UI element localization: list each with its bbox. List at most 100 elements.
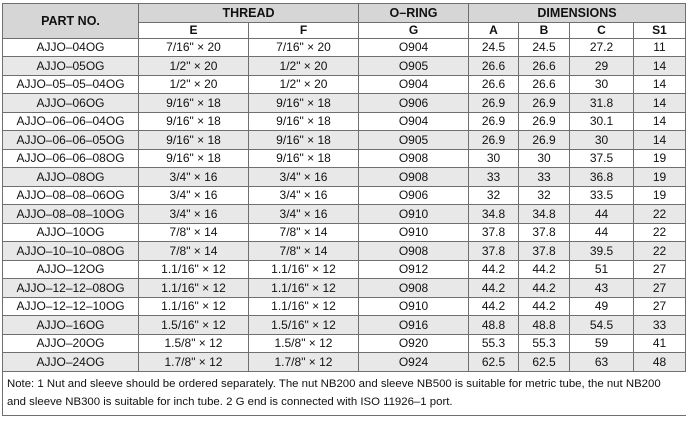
part-number-cell: AJJO–10–10–08OG xyxy=(2,241,139,261)
footnote: Note: 1 Nut and sleeve should be ordered… xyxy=(2,371,686,416)
thread-e-cell: 3/4" × 16 xyxy=(138,204,249,224)
dim-a-cell: 26.9 xyxy=(468,93,519,113)
thread-f-cell: 1.1/16" × 12 xyxy=(248,259,359,279)
table-row: AJJO–06–06–04OG 9/16" × 18 9/16" × 18 O904 2… xyxy=(2,111,686,131)
dim-b-cell: 30 xyxy=(518,148,570,168)
table-row: AJJO–20OG 1.5/8" × 12 1.5/8" × 12 O920 55.3 5… xyxy=(2,333,686,353)
thread-f-cell: 1/2" × 20 xyxy=(248,56,359,76)
table-row: AJJO–06–06–05OG 9/16" × 18 9/16" × 18 O905 2… xyxy=(2,130,686,150)
dim-s1-cell: 33 xyxy=(633,315,686,335)
dim-c-cell: 33.5 xyxy=(569,185,634,205)
dim-a-cell: 24.5 xyxy=(468,37,519,57)
dim-b-cell: 34.8 xyxy=(518,204,570,224)
dim-s1-cell: 22 xyxy=(633,241,686,261)
dimensions-header: DIMENSIONS xyxy=(468,3,686,23)
dim-b-cell: 26.9 xyxy=(518,111,570,131)
table-row: AJJO–08–08–06OG 3/4" × 16 3/4" × 16 O906 32 3… xyxy=(2,185,686,205)
table-row: AJJO–06–06–08OG 9/16" × 18 9/16" × 18 O908 3… xyxy=(2,148,686,168)
dim-a-cell: 26.6 xyxy=(468,74,519,94)
dim-c-cell: 37.5 xyxy=(569,148,634,168)
part-number-cell: AJJO–08OG xyxy=(2,167,139,187)
col-e-header: E xyxy=(138,21,249,39)
dim-s1-cell: 41 xyxy=(633,333,686,353)
dim-a-cell: 62.5 xyxy=(468,352,519,372)
table-row: AJJO–12–12–10OG 1.1/16" × 12 1.1/16" × 12 O… xyxy=(2,296,686,316)
dim-c-cell: 29 xyxy=(569,56,634,76)
dim-c-cell: 63 xyxy=(569,352,634,372)
dim-s1-cell: 14 xyxy=(633,111,686,131)
dim-s1-cell: 19 xyxy=(633,167,686,187)
part-number-cell: AJJO–05OG xyxy=(2,56,139,76)
table-row: AJJO–05–05–04OG 1/2" × 20 1/2" × 20 O904 26.… xyxy=(2,74,686,94)
oring-cell: O905 xyxy=(358,130,469,150)
thread-e-cell: 1.7/8" × 12 xyxy=(138,352,249,372)
dim-a-cell: 32 xyxy=(468,185,519,205)
oring-cell: O906 xyxy=(358,185,469,205)
dim-c-cell: 39.5 xyxy=(569,241,634,261)
thread-e-cell: 1/2" × 20 xyxy=(138,74,249,94)
oring-cell: O904 xyxy=(358,74,469,94)
dim-b-cell: 33 xyxy=(518,167,570,187)
fitting-spec-table: PART NO. THREAD O–RING DIMENSIONS E F G … xyxy=(2,3,686,372)
part-number-cell: AJJO–08–08–10OG xyxy=(2,204,139,224)
oring-cell: O908 xyxy=(358,278,469,298)
dim-a-cell: 34.8 xyxy=(468,204,519,224)
thread-f-cell: 3/4" × 16 xyxy=(248,204,359,224)
thread-e-cell: 7/16" × 20 xyxy=(138,37,249,57)
dim-a-cell: 30 xyxy=(468,148,519,168)
table-row: AJJO–16OG 1.5/16" × 12 1.5/16" × 12 O916 48.… xyxy=(2,315,686,335)
dim-a-cell: 26.9 xyxy=(468,111,519,131)
thread-e-cell: 9/16" × 18 xyxy=(138,148,249,168)
thread-e-cell: 1/2" × 20 xyxy=(138,56,249,76)
part-number-cell: AJJO–12–12–10OG xyxy=(2,296,139,316)
col-s1-header: S1 xyxy=(633,21,686,39)
thread-e-cell: 3/4" × 16 xyxy=(138,167,249,187)
dim-c-cell: 27.2 xyxy=(569,37,634,57)
dim-c-cell: 49 xyxy=(569,296,634,316)
table-row: AJJO–12–12–08OG 1.1/16" × 12 1.1/16" × 12 O… xyxy=(2,278,686,298)
part-number-cell: AJJO–06OG xyxy=(2,93,139,113)
dim-s1-cell: 22 xyxy=(633,204,686,224)
dim-a-cell: 44.2 xyxy=(468,278,519,298)
dim-a-cell: 26.9 xyxy=(468,130,519,150)
dim-b-cell: 55.3 xyxy=(518,333,570,353)
table-body: AJJO–04OG 7/16" × 20 7/16" × 20 O904 24.5 24.… xyxy=(2,37,686,372)
oring-cell: O920 xyxy=(358,333,469,353)
part-no-header: PART NO. xyxy=(2,3,139,39)
dim-c-cell: 30 xyxy=(569,130,634,150)
oring-cell: O904 xyxy=(358,111,469,131)
dim-s1-cell: 27 xyxy=(633,259,686,279)
table-row: AJJO–10–10–08OG 7/8" × 14 7/8" × 14 O908 37.… xyxy=(2,241,686,261)
thread-f-cell: 1.5/16" × 12 xyxy=(248,315,359,335)
oring-cell: O912 xyxy=(358,259,469,279)
oring-cell: O908 xyxy=(358,241,469,261)
col-b-header: B xyxy=(518,21,570,39)
table-row: AJJO–24OG 1.7/8" × 12 1.7/8" × 12 O924 62.5 6… xyxy=(2,352,686,372)
dim-a-cell: 37.8 xyxy=(468,222,519,242)
thread-f-cell: 1/2" × 20 xyxy=(248,74,359,94)
part-number-cell: AJJO–06–06–05OG xyxy=(2,130,139,150)
thread-f-cell: 3/4" × 16 xyxy=(248,167,359,187)
dim-c-cell: 31.8 xyxy=(569,93,634,113)
oring-cell: O910 xyxy=(358,204,469,224)
dim-b-cell: 32 xyxy=(518,185,570,205)
dim-c-cell: 36.8 xyxy=(569,167,634,187)
thread-e-cell: 9/16" × 18 xyxy=(138,93,249,113)
dim-b-cell: 26.6 xyxy=(518,56,570,76)
table-row: AJJO–12OG 1.1/16" × 12 1.1/16" × 12 O912 44.… xyxy=(2,259,686,279)
thread-f-cell: 7/8" × 14 xyxy=(248,241,359,261)
dim-b-cell: 37.8 xyxy=(518,241,570,261)
thread-e-cell: 1.1/16" × 12 xyxy=(138,296,249,316)
col-f-header: F xyxy=(248,21,359,39)
dim-c-cell: 30 xyxy=(569,74,634,94)
thread-e-cell: 1.5/16" × 12 xyxy=(138,315,249,335)
thread-f-cell: 1.7/8" × 12 xyxy=(248,352,359,372)
dim-c-cell: 44 xyxy=(569,204,634,224)
part-number-cell: AJJO–06–06–04OG xyxy=(2,111,139,131)
dim-a-cell: 44.2 xyxy=(468,296,519,316)
part-number-cell: AJJO–24OG xyxy=(2,352,139,372)
table-row: AJJO–05OG 1/2" × 20 1/2" × 20 O905 26.6 26.6 2… xyxy=(2,56,686,76)
thread-f-cell: 7/8" × 14 xyxy=(248,222,359,242)
dim-c-cell: 30.1 xyxy=(569,111,634,131)
col-c-header: C xyxy=(569,21,634,39)
